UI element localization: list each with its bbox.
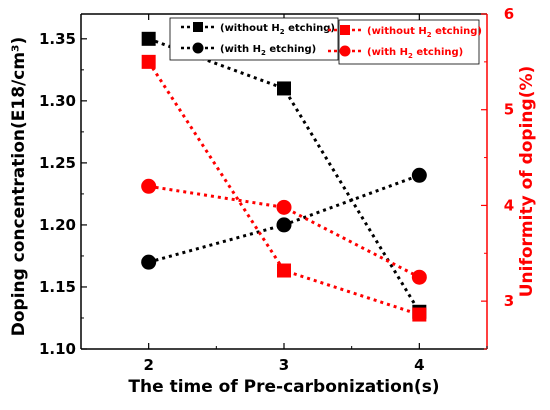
series-1-point <box>411 167 427 183</box>
legend-label: (with H2 etching) <box>220 44 316 57</box>
legend-swatch-marker <box>340 25 350 35</box>
x-axis-title: The time of Pre-carbonization(s) <box>128 377 439 397</box>
left-y-tick-label: 1.30 <box>39 92 76 110</box>
series-0-point <box>141 31 156 46</box>
legend-right-box <box>338 19 480 65</box>
x-tick-label: 4 <box>414 356 424 374</box>
left-y-tick-label: 1.20 <box>39 216 76 234</box>
legend-label: (without H2 etching) <box>220 23 335 36</box>
left-y-axis-title: Doping concentration(E18/cm³) <box>9 37 29 337</box>
series-0-point <box>277 81 291 96</box>
right-y-tick-label: 5 <box>504 101 514 119</box>
legend-swatch-marker <box>339 45 351 57</box>
series-2-point <box>141 54 156 69</box>
legend-label: (with H2 etching) <box>367 47 463 60</box>
legend-swatch-marker <box>193 22 203 32</box>
right-y-axis-title: Uniformity of doping(%) <box>517 66 537 298</box>
series-3-point <box>276 199 292 215</box>
left-y-tick-label: 1.35 <box>39 30 76 48</box>
series-1-point <box>141 254 157 270</box>
series-3-point <box>141 178 157 194</box>
left-y-tick-label: 1.15 <box>39 278 76 296</box>
right-y-tick-label: 3 <box>504 292 514 310</box>
series-2-line <box>147 61 420 316</box>
series-2-point <box>277 263 291 278</box>
legend-swatch-marker <box>192 42 204 54</box>
legend-label: (without H2 etching) <box>367 26 482 39</box>
left-y-tick-label: 1.10 <box>39 340 76 358</box>
series-2-point <box>412 307 427 322</box>
series-1-point <box>276 217 292 233</box>
right-y-tick-label: 4 <box>504 196 514 214</box>
series-3-line <box>148 184 421 279</box>
x-tick-label: 3 <box>279 356 289 374</box>
left-y-tick-label: 1.25 <box>39 154 76 172</box>
right-y-tick-label: 6 <box>504 5 514 23</box>
x-tick-label: 2 <box>143 356 153 374</box>
series-3-point <box>411 269 427 285</box>
